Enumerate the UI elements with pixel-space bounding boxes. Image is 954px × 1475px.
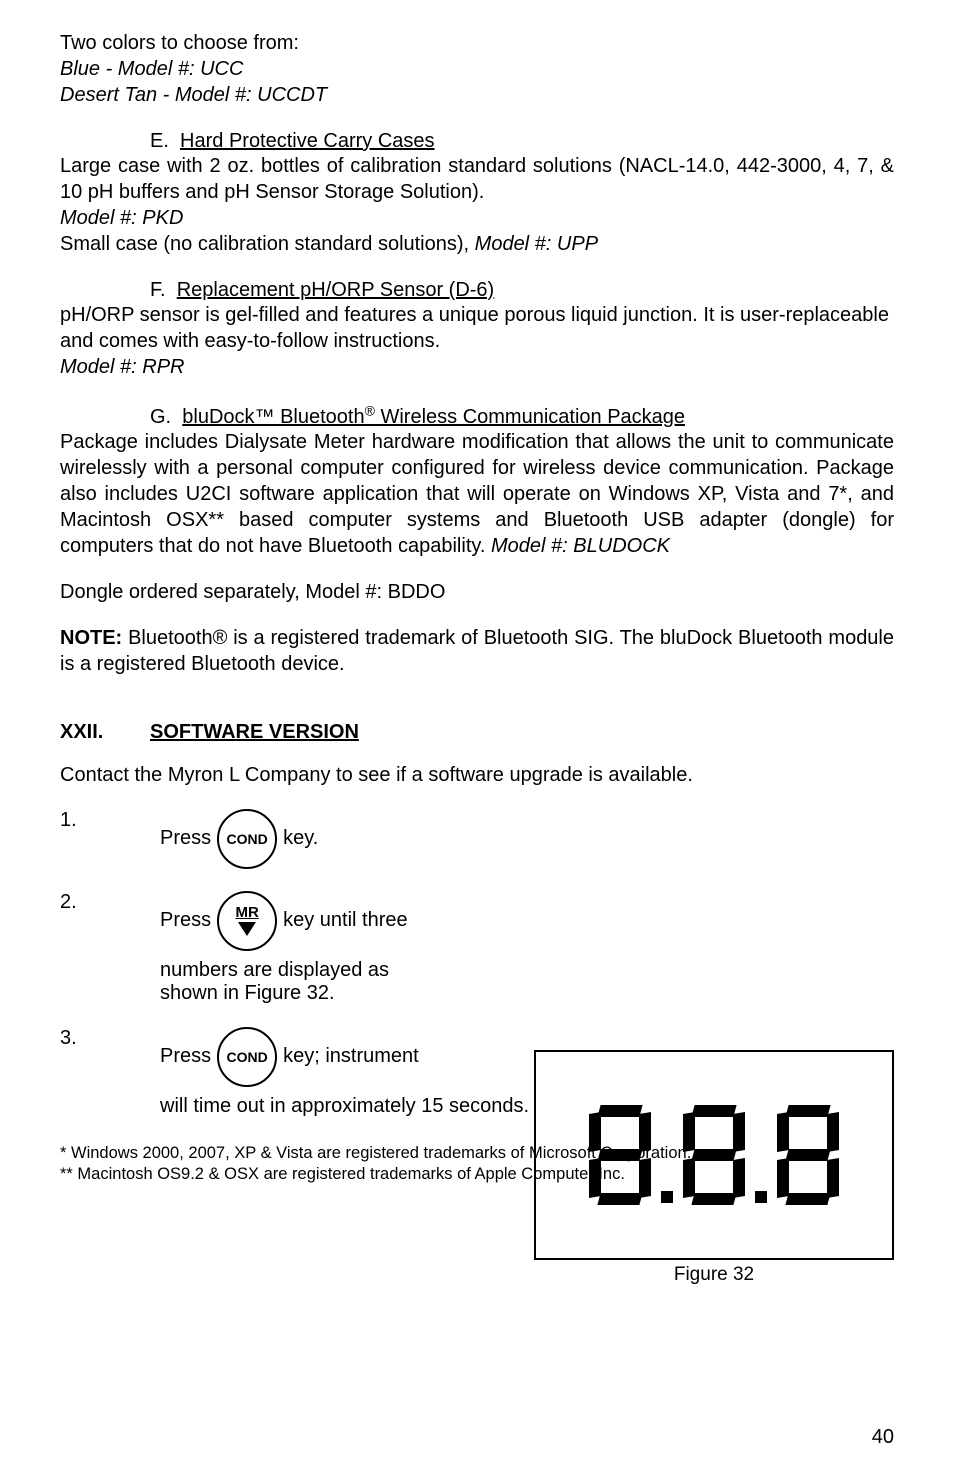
seven-seg-digit-2 <box>683 1105 745 1205</box>
seven-seg-digit-1 <box>589 1105 651 1205</box>
step-3-post: key; instrument <box>283 1045 419 1068</box>
xxii-contact: Contact the Myron L Company to see if a … <box>60 764 894 787</box>
xxii-num: XXII. <box>60 721 150 744</box>
section-e-body2: Small case (no calibration standard solu… <box>60 231 894 257</box>
step-1-post: key. <box>283 827 318 850</box>
section-g-title: bluDock™ Bluetooth® Wireless Communicati… <box>182 406 685 428</box>
cond-key-icon: COND <box>217 809 277 869</box>
xxii-title: SOFTWARE VERSION <box>150 721 359 743</box>
mr-key-label: MR <box>235 905 258 920</box>
figure-caption: Figure 32 <box>534 1264 894 1286</box>
cond-key-label-2: COND <box>227 1049 268 1065</box>
step-3-pre: Press <box>160 1045 211 1068</box>
down-triangle-icon <box>238 922 256 936</box>
step-1-pre: Press <box>160 827 211 850</box>
section-f-body: pH/ORP sensor is gel-filled and features… <box>60 302 894 354</box>
page-number: 40 <box>872 1426 894 1449</box>
xxii-heading: XXII.SOFTWARE VERSION <box>60 721 894 744</box>
section-g-letter: G. <box>150 406 171 428</box>
section-g-heading: G. bluDock™ Bluetooth® Wireless Communic… <box>60 402 894 429</box>
section-e-heading: E. Hard Protective Carry Cases <box>60 130 894 153</box>
note-text: Bluetooth® is a registered trademark of … <box>60 627 894 675</box>
section-g-body: Package includes Dialysate Meter hardwar… <box>60 429 894 559</box>
step-2-num: 2. <box>60 891 160 914</box>
section-e-letter: E. <box>150 130 169 152</box>
section-g-title-sup: ® <box>365 402 375 418</box>
section-e-body2-pre: Small case (no calibration standard solu… <box>60 233 475 255</box>
section-g-dongle: Dongle ordered separately, Model #: BDDO <box>60 579 894 605</box>
section-f-title: Replacement pH/ORP Sensor (D-6) <box>177 279 495 301</box>
section-e-body2-model: Model #: UPP <box>475 233 598 255</box>
seven-seg-row <box>589 1105 839 1205</box>
intro-line-1: Two colors to choose from: <box>60 30 894 56</box>
step-2-sub: numbers are displayed as shown in Figure… <box>160 959 420 1005</box>
section-e-model1: Model #: PKD <box>60 205 894 231</box>
step-2-post: key until three <box>283 909 408 932</box>
section-g-body-model: Model #: BLUDOCK <box>491 535 670 557</box>
section-e-body1: Large case with 2 oz. bottles of calibra… <box>60 153 894 205</box>
section-f-model: Model #: RPR <box>60 354 894 380</box>
step-1-num: 1. <box>60 809 160 832</box>
section-f-letter: F. <box>150 279 166 301</box>
seven-seg-digit-3 <box>777 1105 839 1205</box>
note-label: NOTE: <box>60 627 122 649</box>
figure-wrap: Figure 32 <box>534 1050 894 1286</box>
intro-model-tan: Desert Tan - Model #: UCCDT <box>60 82 894 108</box>
cond-key-label: COND <box>227 831 268 847</box>
step-3-sub: will time out in approximately 15 second… <box>160 1095 529 1118</box>
seven-seg-dot-1 <box>661 1191 673 1203</box>
seven-seg-dot-2 <box>755 1191 767 1203</box>
section-f-heading: F. Replacement pH/ORP Sensor (D-6) <box>60 279 894 302</box>
mr-key-icon: MR <box>217 891 277 951</box>
cond-key-icon-2: COND <box>217 1027 277 1087</box>
section-g-title-post: Wireless Communication Package <box>375 406 685 428</box>
intro-model-blue: Blue - Model #: UCC <box>60 56 894 82</box>
section-e-title: Hard Protective Carry Cases <box>180 130 435 152</box>
section-g-body-pre: Package includes Dialysate Meter hardwar… <box>60 431 894 557</box>
step-2-pre: Press <box>160 909 211 932</box>
section-g-title-pre: bluDock™ Bluetooth <box>182 406 364 428</box>
figure-display-box <box>534 1050 894 1260</box>
step-3-num: 3. <box>60 1027 160 1050</box>
note-block: NOTE: Bluetooth® is a registered tradema… <box>60 625 894 677</box>
